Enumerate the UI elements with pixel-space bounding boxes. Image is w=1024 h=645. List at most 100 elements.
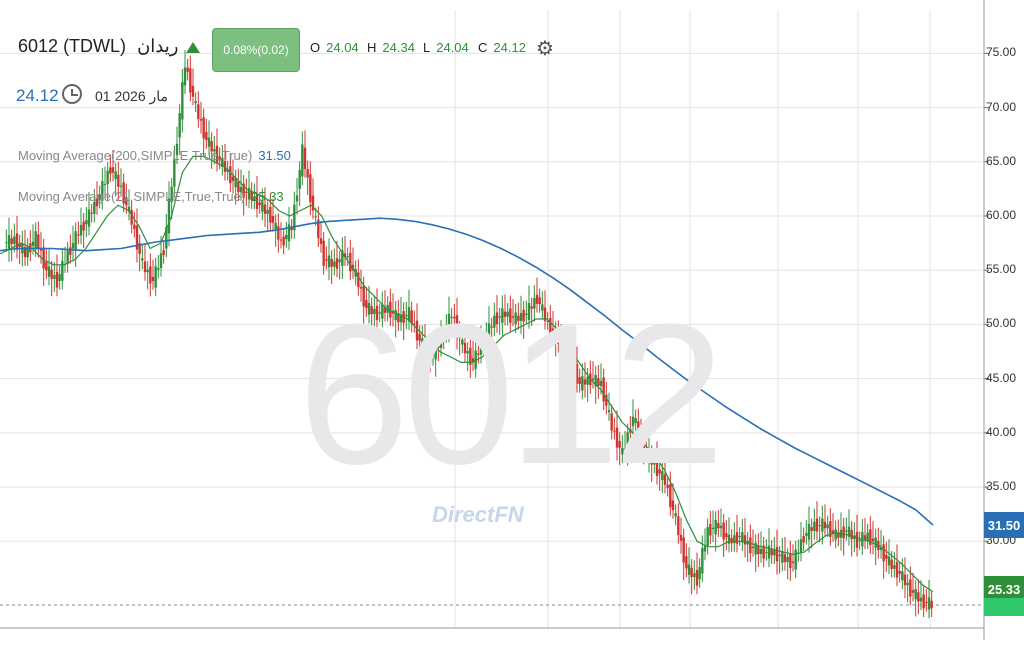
candle-body: [807, 523, 811, 540]
candle-body: [781, 551, 784, 563]
candle-body: [154, 266, 157, 288]
candle-body: [159, 253, 163, 269]
candle-body: [575, 363, 579, 384]
candle-body: [503, 311, 507, 317]
candle-body: [791, 561, 795, 563]
candle-body: [53, 275, 56, 279]
candle-body: [663, 474, 667, 485]
candle-body: [757, 546, 760, 555]
candle-body: [706, 527, 709, 546]
symbol-code: 6012: [18, 36, 59, 56]
symbol-watermark: 6012: [298, 283, 725, 506]
candle-body: [34, 231, 37, 249]
clock-icon[interactable]: [62, 84, 82, 104]
candle-body: [13, 236, 16, 244]
candle-body: [690, 567, 693, 578]
candle-body: [87, 209, 91, 227]
candle-body: [754, 542, 757, 555]
ticker-code: (TDWL): [63, 36, 127, 56]
candle-body: [69, 247, 72, 256]
candle-body: [98, 194, 101, 200]
candle-body: [301, 144, 304, 177]
candle-body: [293, 204, 296, 231]
candle-body: [10, 238, 13, 244]
ma200-price-tag: 31.50: [984, 512, 1024, 538]
candle-body: [410, 310, 413, 324]
y-tick-label: 70.00: [986, 99, 1017, 114]
candle-body: [458, 329, 461, 338]
candle-body: [82, 221, 85, 231]
candle-body: [730, 538, 733, 544]
candle-body: [549, 317, 552, 335]
candle-body: [170, 186, 173, 202]
candle-body: [266, 210, 269, 214]
candle-body: [679, 535, 683, 541]
candle-body: [522, 309, 525, 322]
candle-body: [863, 535, 867, 541]
gear-icon[interactable]: ⚙: [536, 38, 554, 60]
candle-body: [898, 571, 901, 574]
candle-body: [794, 549, 797, 570]
candle-body: [229, 166, 232, 184]
candle-body: [143, 261, 147, 273]
candle-body: [711, 527, 715, 530]
candle-body: [239, 186, 243, 193]
candle-body: [333, 261, 336, 267]
candle-body: [282, 236, 285, 246]
candle-body: [151, 276, 155, 282]
candle-body: [242, 183, 245, 199]
candle-body: [295, 195, 299, 202]
candle-body: [453, 316, 456, 319]
candle-body: [714, 519, 717, 535]
candle-body: [770, 548, 773, 556]
candle-body: [357, 272, 360, 288]
candle-body: [565, 348, 568, 353]
candle-body: [343, 253, 347, 258]
candle-body: [287, 224, 291, 242]
candle-body: [306, 169, 309, 178]
candle-body: [818, 525, 821, 526]
candle-body: [277, 226, 280, 240]
candle-body: [914, 588, 917, 600]
candle-body: [775, 546, 779, 562]
candle-body: [365, 300, 368, 309]
candle-body: [279, 239, 283, 241]
candle-body: [351, 264, 355, 271]
ma200-legend[interactable]: Moving Average(200,SIMPLE,True,True) 31.5…: [18, 148, 291, 163]
candle-body: [450, 316, 453, 318]
candle-body: [381, 304, 384, 319]
up-arrow-icon: [186, 42, 200, 53]
candle-body: [749, 537, 752, 554]
ma21-legend[interactable]: Moving Average(21,SIMPLE,True,True) 25.33: [18, 189, 284, 204]
ma21-line: [0, 155, 934, 593]
candle-body: [906, 582, 909, 586]
ma200-line: [0, 217, 934, 526]
candle-body: [399, 314, 403, 323]
candle-body: [639, 436, 643, 438]
candle-body: [701, 548, 704, 574]
y-tick-label: 50.00: [986, 316, 1017, 331]
high-value: H 24.34: [367, 40, 415, 55]
candle-body: [418, 333, 421, 341]
candle-body: [613, 430, 616, 432]
candle-body: [50, 269, 53, 279]
candle-body: [149, 266, 152, 284]
y-tick-label: 65.00: [986, 153, 1017, 168]
candle-body: [831, 530, 835, 534]
candle-body: [594, 374, 597, 387]
candle-body: [653, 462, 656, 465]
candle-body: [173, 158, 176, 187]
candle-body: [885, 554, 888, 559]
candle-body: [773, 550, 776, 556]
y-tick-label: 75.00: [986, 45, 1017, 60]
candle-body: [666, 484, 669, 488]
candle-body: [821, 518, 824, 532]
y-tick-label: 35.00: [986, 479, 1017, 494]
candle-body: [141, 258, 144, 261]
candle-body: [407, 307, 411, 322]
candle-body: [47, 266, 51, 277]
candle-body: [655, 458, 659, 476]
candle-body: [55, 271, 59, 288]
